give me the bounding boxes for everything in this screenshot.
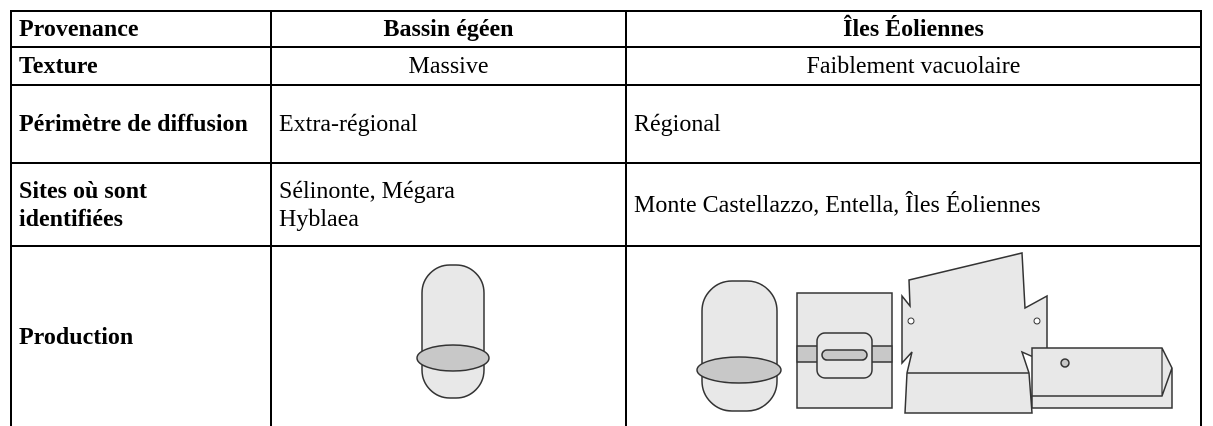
ellipse (416, 343, 490, 372)
cell: Régional (625, 84, 1202, 164)
row-label: Sites où sont identifiées (10, 162, 272, 247)
capsule (421, 263, 485, 399)
data-table: Provenance Bassin égéen Îles Éoliennes T… (10, 10, 1202, 426)
row: Texture Massive Faiblement vacuolaire (10, 46, 1202, 86)
ellipse (696, 355, 782, 384)
row-label: Texture (10, 46, 272, 86)
capsule (701, 279, 778, 412)
cell (270, 245, 627, 426)
slot (821, 348, 868, 361)
cell: Massive (270, 46, 627, 86)
header-cell: Bassin égéen (270, 10, 627, 48)
illustration (416, 263, 490, 399)
hole (1033, 317, 1041, 324)
header-cell: Îles Éoliennes (625, 10, 1202, 48)
hole (1060, 357, 1070, 368)
cell: Extra-régional (270, 84, 627, 164)
row: Production (10, 245, 1202, 426)
cell: Monte Castellazzo, Entella, Îles Éolienn… (625, 162, 1202, 247)
cell: Faiblement vacuolaire (625, 46, 1202, 86)
row-label: Production (10, 245, 272, 426)
header-row: Provenance Bassin égéen Îles Éoliennes (10, 10, 1202, 48)
cell (625, 245, 1202, 426)
row-label: Périmètre de diffusion (10, 84, 272, 164)
illustration (696, 251, 1173, 414)
row: Périmètre de diffusion Extra-régional Ré… (10, 84, 1202, 164)
mold-open (901, 251, 1048, 414)
row: Sites où sont identifiées Sélinonte, Még… (10, 162, 1202, 247)
hole (907, 317, 915, 324)
header-cell: Provenance (10, 10, 272, 48)
cell: Sélinonte, Mégara Hyblaea (270, 162, 627, 247)
box (1031, 346, 1173, 409)
